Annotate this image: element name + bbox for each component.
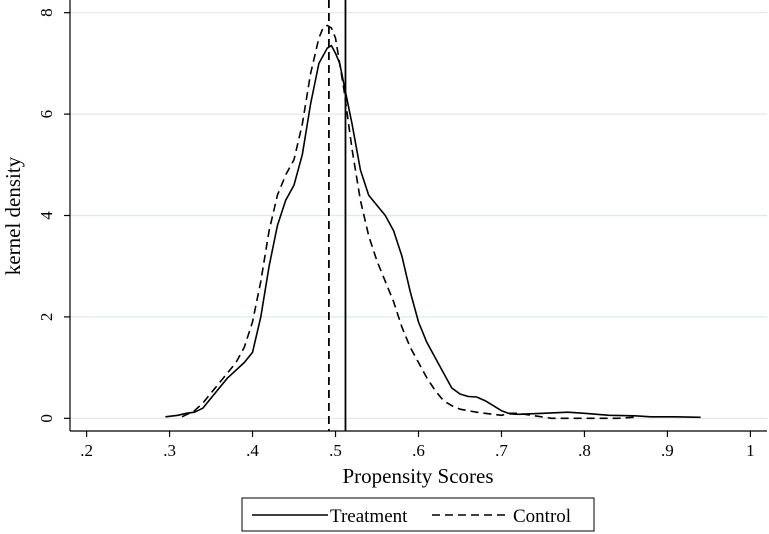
y-ticks: 0 2 4 6 8 bbox=[37, 8, 70, 423]
x-tick-label: .8 bbox=[578, 441, 591, 460]
legend-control-label: Control bbox=[513, 506, 571, 527]
y-tick-label: 2 bbox=[37, 313, 56, 322]
y-tick-label: 8 bbox=[37, 8, 56, 17]
legend-box bbox=[241, 497, 595, 532]
x-ticks: .2 .3 .4 .5 .6 .7 .8 .9 1 bbox=[80, 431, 755, 460]
x-tick-label: .4 bbox=[246, 441, 259, 460]
y-tick-label: 6 bbox=[37, 110, 56, 119]
legend-treatment-label: Treatment bbox=[330, 506, 408, 527]
x-tick-label: .3 bbox=[163, 441, 176, 460]
x-axis-title: Propensity Scores bbox=[342, 464, 493, 488]
x-tick-label: .5 bbox=[329, 441, 342, 460]
x-tick-label: 1 bbox=[746, 441, 755, 460]
series-line-control bbox=[181, 24, 635, 420]
x-tick-label: .2 bbox=[80, 441, 93, 460]
legend: Treatment Control bbox=[241, 497, 595, 532]
y-tick-label: 0 bbox=[37, 414, 56, 423]
reference-lines bbox=[327, 0, 347, 431]
y-tick-label: 4 bbox=[37, 211, 56, 220]
series-lines bbox=[165, 24, 701, 420]
x-tick-label: .6 bbox=[412, 441, 425, 460]
x-tick-label: .9 bbox=[661, 441, 674, 460]
x-tick-label: .7 bbox=[495, 441, 508, 460]
gridlines bbox=[70, 12, 767, 419]
y-axis-title: kernel density bbox=[1, 156, 25, 275]
